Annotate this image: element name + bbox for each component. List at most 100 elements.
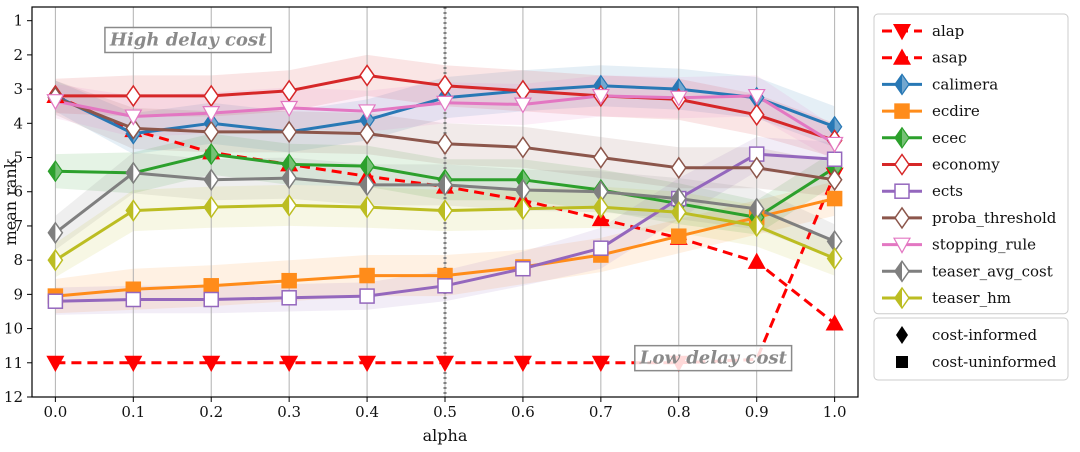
point-proba_threshold-0.4 (359, 122, 375, 145)
marker-legend-box (873, 317, 1069, 381)
point-ects-0.2 (203, 291, 219, 308)
point-teaser_hm-0.2 (203, 195, 220, 219)
point-alap-0.6 (513, 355, 532, 373)
legend-marker (894, 126, 910, 149)
point-stopping_rule-0.6 (513, 97, 532, 114)
point-ecdire-0.3 (281, 272, 297, 289)
point-ecec-0.4 (359, 155, 375, 178)
point-stopping_rule-0.5 (435, 95, 455, 113)
point-proba_threshold-0.3 (281, 120, 298, 144)
legend-marker (894, 183, 910, 199)
legend-marker (892, 48, 912, 65)
point-ecdire-0.2 (203, 278, 219, 294)
legend-marker (892, 24, 912, 41)
marker-legend: cost-informed cost-uninformed (873, 317, 1069, 381)
point-teaser_hm-1.0 (826, 247, 843, 270)
point-economy-0.2 (203, 84, 220, 108)
legend-entry-alap: alap (882, 22, 964, 41)
point-stopping_rule-1.0 (825, 136, 844, 154)
y-tick-label-10: 10 (4, 320, 23, 338)
point-proba_threshold-0.7 (592, 146, 609, 169)
x-tick-label-0.3: 0.3 (277, 403, 301, 421)
legend-label: ecdire (932, 102, 980, 120)
diamond-icon (896, 326, 908, 344)
legend-marker (894, 286, 910, 310)
point-alap-0.4 (358, 355, 377, 373)
point-stopping_rule-0.3 (280, 100, 299, 118)
point-ects-0.0 (47, 293, 64, 309)
point-teaser_avg_cost-0.4 (359, 173, 375, 197)
legend-entry-calimera: calimera (882, 73, 998, 96)
marker-legend-entry: cost-uninformed (896, 353, 1057, 371)
point-teaser_avg_cost-0.5 (437, 173, 453, 197)
annotation-box (634, 344, 793, 372)
legend-entry-teaser_avg_cost: teaser_avg_cost (882, 259, 1053, 283)
point-stopping_rule-0.0 (46, 94, 65, 111)
band-ecdire (55, 181, 835, 314)
y-tick-label-2: 2 (13, 46, 23, 64)
point-economy-0.9 (748, 103, 765, 127)
y-tick-label-9: 9 (13, 285, 23, 303)
y-tick-label-1: 1 (13, 12, 23, 30)
legend-marker (894, 206, 910, 230)
y-tick-label-12: 12 (4, 388, 23, 406)
point-alap-0.0 (46, 355, 65, 373)
legend-label: economy (932, 156, 1000, 174)
x-tick-label-0.6: 0.6 (511, 403, 535, 421)
point-stopping_rule-0.4 (358, 104, 377, 121)
legend-label: ects (932, 182, 963, 200)
square-icon (896, 356, 908, 368)
x-tick-label-0.1: 0.1 (121, 403, 145, 421)
legend-label: teaser_avg_cost (932, 262, 1053, 280)
point-ects-0.6 (515, 260, 531, 277)
y-axis-label: mean rank (1, 158, 20, 245)
legend: alap asap calimera ecdire ecec economy ects pro… (873, 13, 1069, 315)
x-tick-label-0.2: 0.2 (199, 403, 223, 421)
y-tick-label-6: 6 (13, 183, 23, 201)
x-axis-label: alpha (423, 426, 468, 445)
x-tick-label-0.0: 0.0 (43, 403, 67, 421)
point-stopping_rule-0.9 (747, 88, 766, 106)
annotation-box (104, 26, 272, 54)
legend-label: calimera (932, 75, 998, 93)
y-tick-label-11: 11 (4, 354, 23, 372)
y-tick-label-8: 8 (13, 251, 23, 269)
legend-entry-economy: economy (882, 153, 1000, 176)
legend-label: stopping_rule (932, 236, 1036, 254)
point-ecec-0.0 (47, 160, 64, 183)
x-tick-label-0.7: 0.7 (589, 403, 613, 421)
point-teaser_avg_cost-0.1 (125, 161, 142, 185)
band-economy (55, 54, 835, 158)
point-alap-0.5 (435, 355, 455, 373)
legend-entry-asap: asap (882, 48, 967, 67)
point-stopping_rule-0.8 (669, 90, 688, 107)
annotation-text: High delay cost (109, 30, 267, 51)
point-teaser_avg_cost-0.3 (281, 166, 298, 190)
point-teaser_hm-0.1 (125, 199, 142, 222)
legend-label: alap (932, 22, 964, 40)
point-teaser_avg_cost-0.7 (592, 180, 609, 204)
point-teaser_avg_cost-0.2 (203, 168, 220, 192)
point-asap-1.0 (825, 314, 844, 331)
point-proba_threshold-0.6 (515, 135, 531, 159)
annotation-text: Low delay cost (639, 348, 788, 369)
point-teaser_hm-0.7 (592, 195, 609, 219)
point-teaser_hm-0.5 (437, 199, 453, 222)
point-teaser_hm-0.8 (670, 200, 687, 224)
point-ects-0.1 (125, 291, 142, 308)
point-asap-0.9 (747, 252, 766, 269)
legend-marker (894, 73, 910, 96)
series-markers (46, 64, 844, 373)
x-tick-label-0.9: 0.9 (745, 403, 769, 421)
point-ects-0.4 (359, 288, 375, 304)
point-teaser_hm-0.4 (359, 195, 375, 219)
x-tick-label-0.5: 0.5 (433, 403, 457, 421)
point-proba_threshold-0.2 (203, 120, 220, 144)
annotation-1: High delay cost (104, 26, 272, 54)
x-tick-label-1.0: 1.0 (823, 403, 847, 421)
legend-marker (892, 237, 912, 254)
legend-label: ecec (932, 129, 967, 147)
point-teaser_hm-0.0 (47, 248, 64, 272)
point-ects-0.3 (281, 290, 297, 306)
